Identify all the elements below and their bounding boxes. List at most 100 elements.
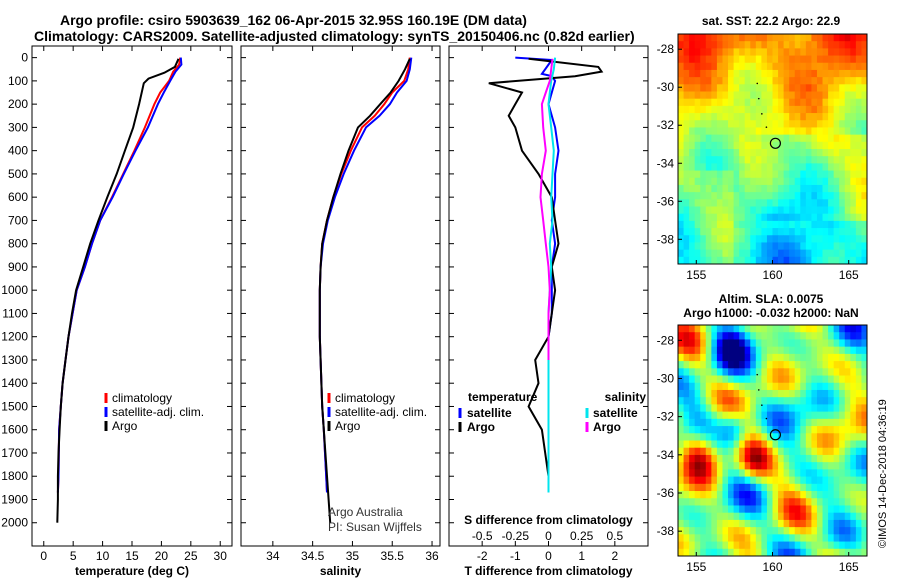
sla-pixel — [789, 411, 796, 420]
sst-pixel — [750, 127, 757, 136]
sst-pixel — [833, 77, 840, 85]
sst-pixel — [711, 141, 718, 150]
sla-pixel — [705, 469, 712, 477]
sst-pixel — [805, 34, 812, 42]
sla-pixel — [733, 548, 740, 557]
sla-pixel — [766, 498, 773, 506]
sst-pixel — [794, 48, 801, 56]
sla-pixel — [778, 541, 785, 550]
sla-pixel — [772, 411, 779, 420]
sst-pixel — [728, 235, 734, 243]
sst-pixel — [750, 249, 757, 258]
sst-pixel — [816, 177, 823, 186]
sst-pixel — [739, 192, 746, 200]
sst-pixel — [839, 113, 846, 121]
sst-pixel — [722, 149, 729, 157]
sst-pixel — [705, 206, 712, 215]
sla-pixel — [766, 541, 773, 550]
sst-pixel — [828, 41, 835, 49]
sst-pixel — [861, 192, 868, 200]
sla-pixel — [722, 361, 729, 369]
sst-pixel — [855, 141, 862, 150]
sla-pixel — [728, 346, 734, 355]
x2-tick-label: 0 — [545, 529, 552, 543]
sst-pixel — [772, 127, 779, 136]
sla-pixel — [733, 469, 740, 477]
sla-pixel — [722, 339, 729, 348]
sla-pixel — [811, 325, 818, 333]
sla-pixel — [755, 476, 762, 485]
sla-pixel — [722, 454, 729, 463]
sst-pixel — [766, 256, 773, 265]
sst-pixel — [683, 34, 690, 42]
sst-pixel — [783, 48, 790, 56]
sst-pixel — [744, 220, 751, 229]
sst-pixel — [778, 249, 785, 258]
sla-pixel — [800, 418, 807, 427]
sla-pixel — [844, 440, 851, 449]
sla-pixel — [694, 389, 701, 398]
sst-pixel — [716, 199, 723, 207]
sst-pixel — [855, 177, 862, 186]
sst-pixel — [728, 256, 734, 265]
sla-pixel — [772, 454, 779, 463]
sla-pixel — [800, 512, 807, 521]
sla-pixel — [816, 527, 823, 535]
sla-pixel — [828, 382, 835, 391]
sst-pixel — [816, 62, 823, 71]
sla-pixel — [861, 353, 868, 362]
sst-pixel — [739, 120, 746, 128]
sla-pixel — [766, 426, 773, 434]
sst-pixel — [850, 48, 857, 56]
sla-pixel — [828, 433, 835, 441]
sla-pixel — [711, 454, 718, 463]
sst-pixel — [711, 113, 718, 121]
sst-pixel — [750, 199, 757, 207]
sst-pixel — [822, 256, 829, 265]
sla-pixel — [783, 375, 790, 384]
sst-pixel — [700, 105, 707, 114]
sla-pixel — [689, 462, 696, 470]
sst-pixel — [711, 120, 718, 128]
sla-pixel — [755, 382, 762, 391]
sla-pixel — [766, 397, 773, 405]
sst-pixel — [855, 192, 862, 200]
sla-pixel — [833, 411, 840, 420]
x-tick-label-temperature: 15 — [125, 549, 139, 563]
sla-pixel — [750, 469, 757, 477]
sla-pixel — [728, 389, 734, 398]
sla-pixel — [755, 426, 762, 434]
sst-pixel — [778, 34, 785, 42]
sst-pixel — [828, 91, 835, 100]
sla-pixel — [855, 469, 862, 477]
sla-pixel — [822, 519, 829, 528]
sla-pixel — [850, 440, 857, 449]
sla-pixel — [811, 440, 818, 449]
sst-pixel — [761, 141, 768, 150]
sla-pixel — [694, 548, 701, 557]
sst-pixel — [816, 149, 823, 157]
sla-pixel — [705, 404, 712, 413]
sst-pixel — [678, 62, 684, 71]
sst-pixel — [750, 41, 757, 49]
sla-pixel — [739, 418, 746, 427]
sla-pixel — [778, 332, 785, 340]
sst-pixel — [783, 170, 790, 179]
sst-pixel — [850, 98, 857, 107]
sla-pixel — [772, 498, 779, 506]
sla-pixel — [766, 325, 773, 333]
sst-pixel — [828, 84, 835, 92]
sst-pixel — [850, 206, 857, 215]
sla-pixel — [828, 476, 835, 485]
sst-pixel — [772, 141, 779, 150]
sla-pixel — [833, 512, 840, 521]
sst-pixel — [744, 120, 751, 128]
sst-pixel — [716, 98, 723, 107]
sla-pixel — [783, 462, 790, 470]
sst-pixel — [805, 228, 812, 236]
sla-pixel — [733, 433, 740, 441]
sla-pixel — [766, 418, 773, 427]
sla-pixel — [855, 411, 862, 420]
sst-pixel — [683, 69, 690, 78]
sla-pixel — [816, 325, 823, 333]
